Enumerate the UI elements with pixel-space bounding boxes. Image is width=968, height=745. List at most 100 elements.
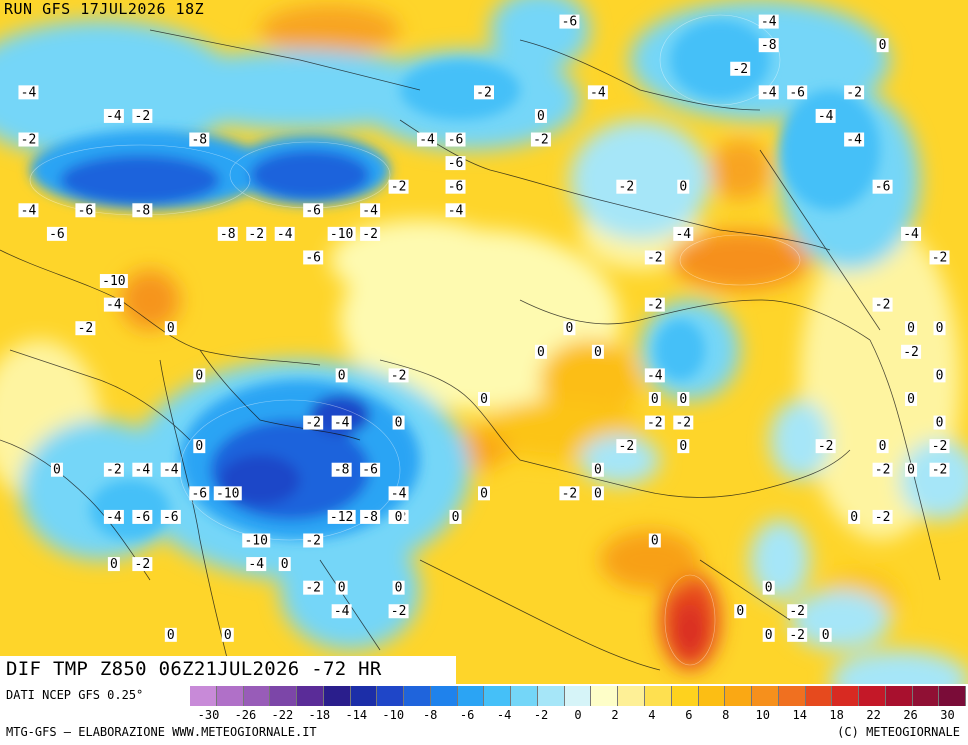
scale-swatch <box>912 686 940 706</box>
value-label: -10 <box>102 274 125 289</box>
scale-label: -10 <box>382 708 405 722</box>
value-label-bg <box>819 627 832 642</box>
value-label-bg <box>417 132 438 147</box>
value-label-bg <box>164 627 177 642</box>
scale-swatch <box>805 686 833 706</box>
value-label: -2 <box>932 463 948 478</box>
value-label-bg <box>388 368 409 383</box>
value-label-bg <box>844 132 865 147</box>
value-label: -4 <box>761 85 777 100</box>
value-label-bg <box>872 179 893 194</box>
value-label-bg <box>677 439 690 454</box>
value-label-bg <box>929 250 950 265</box>
scale-swatch <box>297 686 324 706</box>
value-label: 0 <box>167 628 175 643</box>
run-label: RUN GFS 17JUL2026 18Z <box>4 0 205 18</box>
value-label: 0 <box>936 321 944 336</box>
value-label-bg <box>103 509 124 524</box>
value-label-bg <box>616 179 637 194</box>
value-label-bg <box>815 439 836 454</box>
scale-label: 10 <box>755 708 770 722</box>
title-box <box>0 656 456 684</box>
value-label-bg <box>644 415 665 430</box>
value-label: -2 <box>647 250 663 265</box>
value-label-bg <box>787 627 808 642</box>
value-label-bg <box>99 274 128 289</box>
value-label-bg <box>360 226 381 241</box>
value-label-bg <box>132 203 153 218</box>
value-label: -6 <box>305 250 321 265</box>
value-label: 0 <box>594 486 602 501</box>
value-label: 0 <box>167 321 175 336</box>
value-label: 0 <box>679 180 687 195</box>
value-label-bg <box>730 61 751 76</box>
scale-label: 4 <box>648 708 656 722</box>
value-label: -4 <box>362 203 378 218</box>
scale-swatch <box>671 686 699 706</box>
value-label-bg <box>901 226 922 241</box>
value-label: -4 <box>334 416 350 431</box>
value-label: -2 <box>21 133 37 148</box>
value-label: -2 <box>362 227 378 242</box>
scale-swatch <box>323 686 351 706</box>
value-label: 0 <box>594 345 602 360</box>
scale-swatch <box>859 686 886 706</box>
value-label: 0 <box>936 368 944 383</box>
value-label-bg <box>844 85 865 100</box>
value-label-bg <box>164 321 177 336</box>
value-label-bg <box>50 462 63 477</box>
scale-label: 2 <box>611 708 619 722</box>
value-label: -2 <box>135 109 151 124</box>
value-label: -6 <box>135 510 151 525</box>
value-label-bg <box>388 486 409 501</box>
scale-swatch <box>243 686 271 706</box>
value-label: -10 <box>330 227 353 242</box>
value-label-bg <box>929 439 950 454</box>
value-label: 0 <box>936 416 944 431</box>
value-label: -2 <box>391 368 407 383</box>
value-label-bg <box>474 85 494 100</box>
value-label: -2 <box>675 416 691 431</box>
value-label-bg <box>303 250 324 265</box>
value-label: -8 <box>761 38 777 53</box>
value-label-bg <box>360 509 381 524</box>
scale-swatch <box>885 686 913 706</box>
value-label-bg <box>762 580 775 595</box>
value-label: -4 <box>590 85 606 100</box>
value-label: 0 <box>850 510 858 525</box>
value-label-bg <box>360 462 381 477</box>
value-label: -6 <box>448 133 464 148</box>
value-label: -2 <box>78 321 94 336</box>
value-label: -2 <box>476 85 492 100</box>
value-label-bg <box>933 368 946 383</box>
scale-label: 8 <box>722 708 730 722</box>
value-label: 0 <box>907 321 915 336</box>
value-label: -2 <box>846 85 862 100</box>
value-label-bg <box>673 226 694 241</box>
value-label: -4 <box>163 463 179 478</box>
value-labels: -4-2-4 -2-8-4-6-6 -8-8-10-4-2 0-2-6 -4-10-6-… <box>18 14 950 643</box>
value-label-bg <box>278 557 291 572</box>
value-label: -4 <box>448 203 464 218</box>
value-label-bg <box>616 439 637 454</box>
data-source: DATI NCEP GFS 0.25° <box>6 688 144 702</box>
value-label: 0 <box>907 392 915 407</box>
scale-swatch <box>484 686 512 706</box>
value-label: -2 <box>647 298 663 313</box>
scale-swatch <box>457 686 485 706</box>
value-label: -6 <box>789 85 805 100</box>
value-label: -2 <box>875 510 891 525</box>
value-label-bg <box>872 297 893 312</box>
value-label: 0 <box>679 439 687 454</box>
value-label: -6 <box>875 180 891 195</box>
scale-swatch <box>190 686 217 706</box>
value-label: -2 <box>391 604 407 619</box>
value-label-bg <box>445 156 466 171</box>
value-label: 0 <box>480 486 488 501</box>
value-label: 0 <box>651 533 659 548</box>
value-label-bg <box>18 85 39 100</box>
scale-swatch <box>752 686 779 706</box>
value-label: -2 <box>647 416 663 431</box>
value-label: 0 <box>53 463 61 478</box>
value-label: -2 <box>875 298 891 313</box>
